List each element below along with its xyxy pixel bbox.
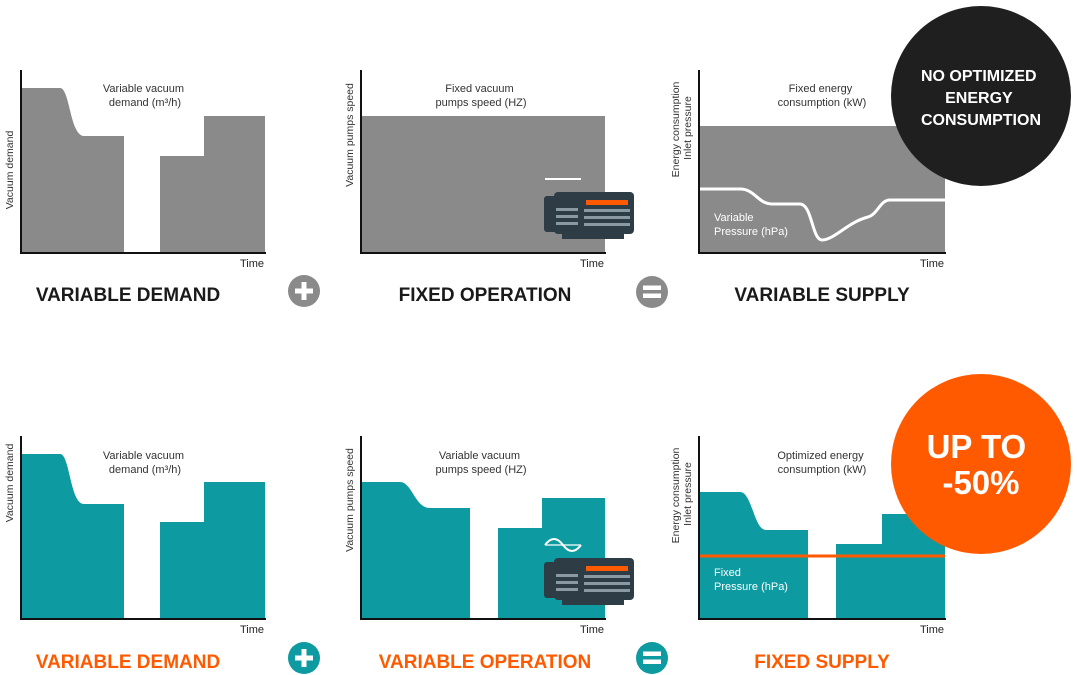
badge-savings: UP TO -50% — [891, 374, 1071, 554]
badge-no-optimized: NO OPTIMIZED ENERGY CONSUMPTION — [891, 6, 1071, 186]
energy-area-teal — [700, 492, 945, 618]
equals-icon — [636, 642, 668, 674]
panel-variable-demand-top: Vacuum demand Variable vacuum demand (m³… — [4, 70, 266, 306]
overlay-label-line: Pressure (hPa) — [714, 581, 788, 593]
axis-title: Energy consumption Inlet pressure — [670, 445, 694, 544]
panel-variable-operation: Vacuum pumps speed Variable vacuum pumps… — [344, 436, 634, 673]
chart-title-line: Optimized energy — [777, 450, 864, 462]
chart-title-line: demand (m³/h) — [109, 464, 181, 476]
row-top: Vacuum demand Variable vacuum demand (m³… — [4, 6, 1071, 308]
chart-title-line: pumps speed (HZ) — [435, 97, 526, 109]
badge-text: UP TO -50% — [927, 428, 1036, 501]
axis-title-line: Energy consumption — [670, 447, 682, 543]
chart-title: Variable vacuum demand (m³/h) — [103, 83, 187, 109]
chart-title: Fixed vacuum pumps speed (HZ) — [435, 83, 526, 109]
time-label: Time — [240, 258, 264, 270]
badge-text-line: UP TO — [927, 428, 1027, 465]
plus-icon — [288, 275, 320, 307]
chart-title: Variable vacuum demand (m³/h) — [103, 450, 187, 476]
overlay-label-line: Variable — [714, 212, 754, 224]
chart-title-line: consumption (kW) — [778, 97, 867, 109]
chart-title: Optimized energy consumption (kW) — [777, 450, 866, 476]
badge-text-line: CONSUMPTION — [921, 112, 1041, 129]
badge-text-line: ENERGY — [945, 90, 1013, 107]
time-label: Time — [920, 258, 944, 270]
equals-icon — [636, 276, 668, 308]
overlay-label: Fixed Pressure (hPa) — [714, 567, 788, 593]
axis-title: Vacuum pumps speed — [344, 83, 356, 187]
overlay-label-line: Fixed — [714, 567, 741, 579]
caption: FIXED SUPPLY — [754, 652, 890, 673]
variable-pressure-line — [700, 187, 945, 242]
chart-title-line: Variable vacuum — [103, 450, 184, 462]
chart-title-line: pumps speed (HZ) — [435, 464, 526, 476]
time-label: Time — [920, 624, 944, 636]
axis-title-line: Vacuum demand — [4, 131, 16, 210]
badge-text-line: NO OPTIMIZED — [921, 68, 1037, 85]
vacuum-pump-icon — [544, 538, 634, 605]
chart-title-line: consumption (kW) — [778, 464, 867, 476]
axis-title: Vacuum demand — [4, 444, 16, 523]
axis-title-line: Inlet pressure — [682, 462, 694, 526]
overlay-label: Variable Pressure (hPa) — [714, 212, 788, 238]
vacuum-pump-icon — [544, 178, 634, 239]
axis-title-line: Vacuum pumps speed — [344, 448, 356, 552]
caption: FIXED OPERATION — [399, 285, 572, 306]
chart-title-line: Variable vacuum — [103, 83, 184, 95]
demand-area-gray — [22, 88, 265, 252]
axis-title-line: Energy consumption — [670, 81, 682, 177]
overlay-label-line: Pressure (hPa) — [714, 226, 788, 238]
chart-title-line: Variable vacuum — [439, 450, 520, 462]
panel-fixed-supply: Energy consumption Inlet pressure Optimi… — [670, 436, 946, 673]
caption: VARIABLE SUPPLY — [734, 285, 910, 306]
axis-title: Vacuum demand — [4, 131, 16, 210]
demand-area-teal — [22, 454, 265, 618]
chart-title-line: Fixed energy — [789, 83, 853, 95]
axis-title-line: Inlet pressure — [682, 96, 694, 160]
chart-title-line: Fixed vacuum — [445, 83, 513, 95]
chart-title: Fixed energy consumption (kW) — [778, 83, 867, 109]
chart-title: Variable vacuum pumps speed (HZ) — [435, 450, 526, 476]
axis-title: Vacuum pumps speed — [344, 448, 356, 552]
panel-variable-demand-bottom: Vacuum demand Variable vacuum demand (m³… — [4, 436, 266, 673]
caption: VARIABLE OPERATION — [379, 652, 592, 673]
axis-title-line: Vacuum pumps speed — [344, 83, 356, 187]
badge-text: NO OPTIMIZED ENERGY CONSUMPTION — [921, 68, 1041, 129]
time-label: Time — [580, 258, 604, 270]
axis-title-line: Vacuum demand — [4, 444, 16, 523]
row-bottom: Vacuum demand Variable vacuum demand (m³… — [4, 374, 1071, 674]
time-label: Time — [240, 624, 264, 636]
axis-title: Energy consumption Inlet pressure — [670, 79, 694, 178]
chart-title-line: demand (m³/h) — [109, 97, 181, 109]
panel-variable-supply: Energy consumption Inlet pressure Fixed … — [670, 70, 946, 306]
time-label: Time — [580, 624, 604, 636]
plus-icon — [288, 642, 320, 674]
panel-fixed-operation: Vacuum pumps speed Fixed vacuum pumps sp… — [344, 70, 634, 306]
caption: VARIABLE DEMAND — [36, 652, 220, 673]
caption: VARIABLE DEMAND — [36, 285, 220, 306]
badge-text-line: -50% — [942, 464, 1019, 501]
